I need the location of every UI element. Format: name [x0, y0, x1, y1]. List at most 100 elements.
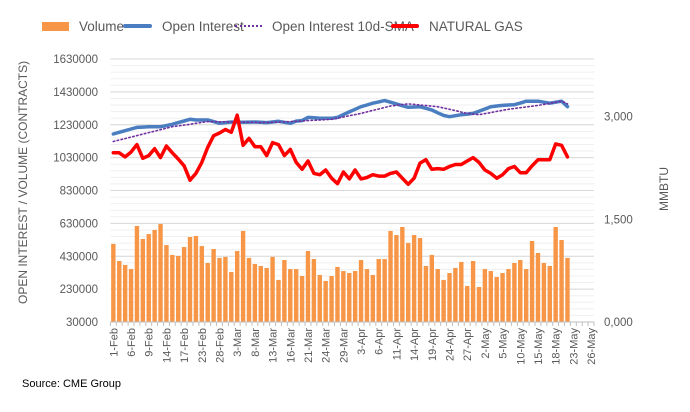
x-tick-label: 23-Feb: [197, 328, 209, 363]
source-note: Source: CME Group: [22, 378, 122, 390]
volume-bar: [411, 235, 417, 322]
legend-item-open-interest: Open Interest: [123, 16, 244, 36]
y2-tick-label: 1,500: [604, 214, 633, 226]
volume-bar: [447, 273, 452, 322]
x-tick-label: 19-Apr: [427, 328, 439, 361]
y2-tick-label: 0,000: [604, 317, 633, 329]
volume-bar: [223, 256, 228, 322]
volume-bar: [128, 269, 134, 322]
volume-bar: [488, 271, 493, 322]
legend-swatch-volume: [42, 21, 69, 31]
volume-bar: [364, 269, 370, 322]
y-tick-label: 1230000: [53, 120, 98, 132]
volume-bar: [323, 280, 328, 322]
x-tick-label: 14-Apr: [409, 328, 421, 361]
volume-bar: [358, 260, 364, 322]
volume-bar: [193, 236, 199, 322]
volume-bar: [199, 246, 205, 322]
volume-bar: [293, 269, 299, 322]
volume-bar: [258, 265, 263, 322]
x-tick-label: 18-May: [551, 328, 563, 365]
volume-bar: [170, 254, 175, 322]
volume-bar: [158, 224, 163, 322]
x-tick-label: 29-Mar: [338, 328, 350, 363]
volume-bar: [565, 257, 570, 322]
volume-bar: [476, 286, 482, 322]
legend-label: Volume: [79, 18, 125, 34]
volume-bar: [500, 273, 505, 322]
x-tick-label: 27-Apr: [462, 328, 474, 361]
volume-bar: [111, 243, 116, 322]
open-interest-sma-line: [112, 100, 569, 143]
volume-bar: [541, 262, 547, 322]
x-tick-label: 24-Mar: [321, 328, 333, 363]
x-tick-label: 13-Mar: [268, 328, 280, 363]
y-tick-label: 830000: [60, 186, 98, 198]
volume-bar: [264, 267, 269, 322]
x-tick-label: 15-May: [533, 328, 545, 365]
y-tick-label: 1430000: [53, 87, 98, 99]
volume-bar: [347, 273, 352, 322]
volume-bar: [465, 286, 470, 322]
legend-label: Open Interest 10d-SMA: [272, 18, 414, 34]
x-tick-label: 28-Feb: [215, 328, 227, 363]
legend-label: Open Interest: [162, 18, 244, 34]
x-tick-label: 17-Feb: [179, 328, 191, 363]
y-tick-label: 1030000: [53, 153, 98, 165]
x-tick-label: 21-Mar: [303, 328, 315, 363]
volume-bar: [205, 262, 210, 322]
y2-tick-label: 3,000: [604, 112, 633, 124]
volume-bar: [246, 257, 252, 322]
legend: Volume Open Interest Open Interest 10d-S…: [0, 16, 690, 36]
volume-bar: [252, 263, 258, 322]
volume-bar: [400, 226, 405, 322]
volume-bar: [229, 272, 234, 322]
volume-bar: [559, 239, 564, 322]
volume-bar: [382, 259, 387, 322]
volume-bar: [553, 226, 558, 322]
legend-swatch-open-interest: [123, 24, 152, 28]
x-tick-label: 24-Apr: [445, 328, 457, 361]
x-tick-label: 10-May: [515, 328, 527, 365]
volume-bar: [482, 269, 488, 322]
volume-bar: [176, 255, 181, 322]
x-tick-label: 1-Feb: [108, 328, 120, 357]
volume-bar: [506, 269, 511, 322]
legend-swatch-oi-sma: [235, 25, 262, 27]
volume-bar: [529, 240, 535, 322]
y-tick-label: 230000: [60, 284, 98, 296]
open-interest-line: [111, 98, 570, 136]
y-tick-label: 430000: [60, 251, 98, 263]
volume-bar: [376, 259, 381, 322]
natural-gas-line: [111, 113, 570, 187]
volume-bar: [240, 230, 246, 322]
x-tick-label: 5-May: [498, 328, 510, 359]
y-axis-title: OPEN INTEREST / VOLUME (CONTRACTS): [16, 60, 30, 304]
volume-bar: [317, 274, 322, 322]
x-tick-label: 6-Apr: [374, 328, 386, 355]
legend-item-volume: Volume: [42, 16, 124, 36]
x-tick-label: 11-Apr: [391, 328, 403, 361]
volume-bar: [282, 260, 287, 322]
volume-bar: [352, 271, 358, 322]
volume-bar: [134, 226, 140, 322]
x-tick-label: 2-May: [480, 328, 492, 359]
volume-bar: [122, 264, 128, 322]
volume-bar: [234, 250, 240, 322]
volume-bar: [435, 269, 440, 322]
volume-bar: [152, 229, 157, 322]
volume-bar: [406, 242, 411, 322]
volume-bar: [535, 252, 541, 322]
volume-bar: [388, 230, 393, 322]
legend-item-oi-sma: Open Interest 10d-SMA: [235, 16, 414, 36]
volume-bar: [417, 238, 423, 322]
volume-bar: [311, 259, 317, 322]
volume-bar: [459, 262, 464, 322]
legend-item-natural-gas: NATURAL GAS: [391, 16, 523, 36]
volume-bar: [299, 275, 305, 322]
volume-bar: [217, 257, 222, 322]
volume-bar: [547, 265, 552, 322]
volume-bar: [341, 271, 346, 322]
volume-bar: [453, 267, 458, 322]
